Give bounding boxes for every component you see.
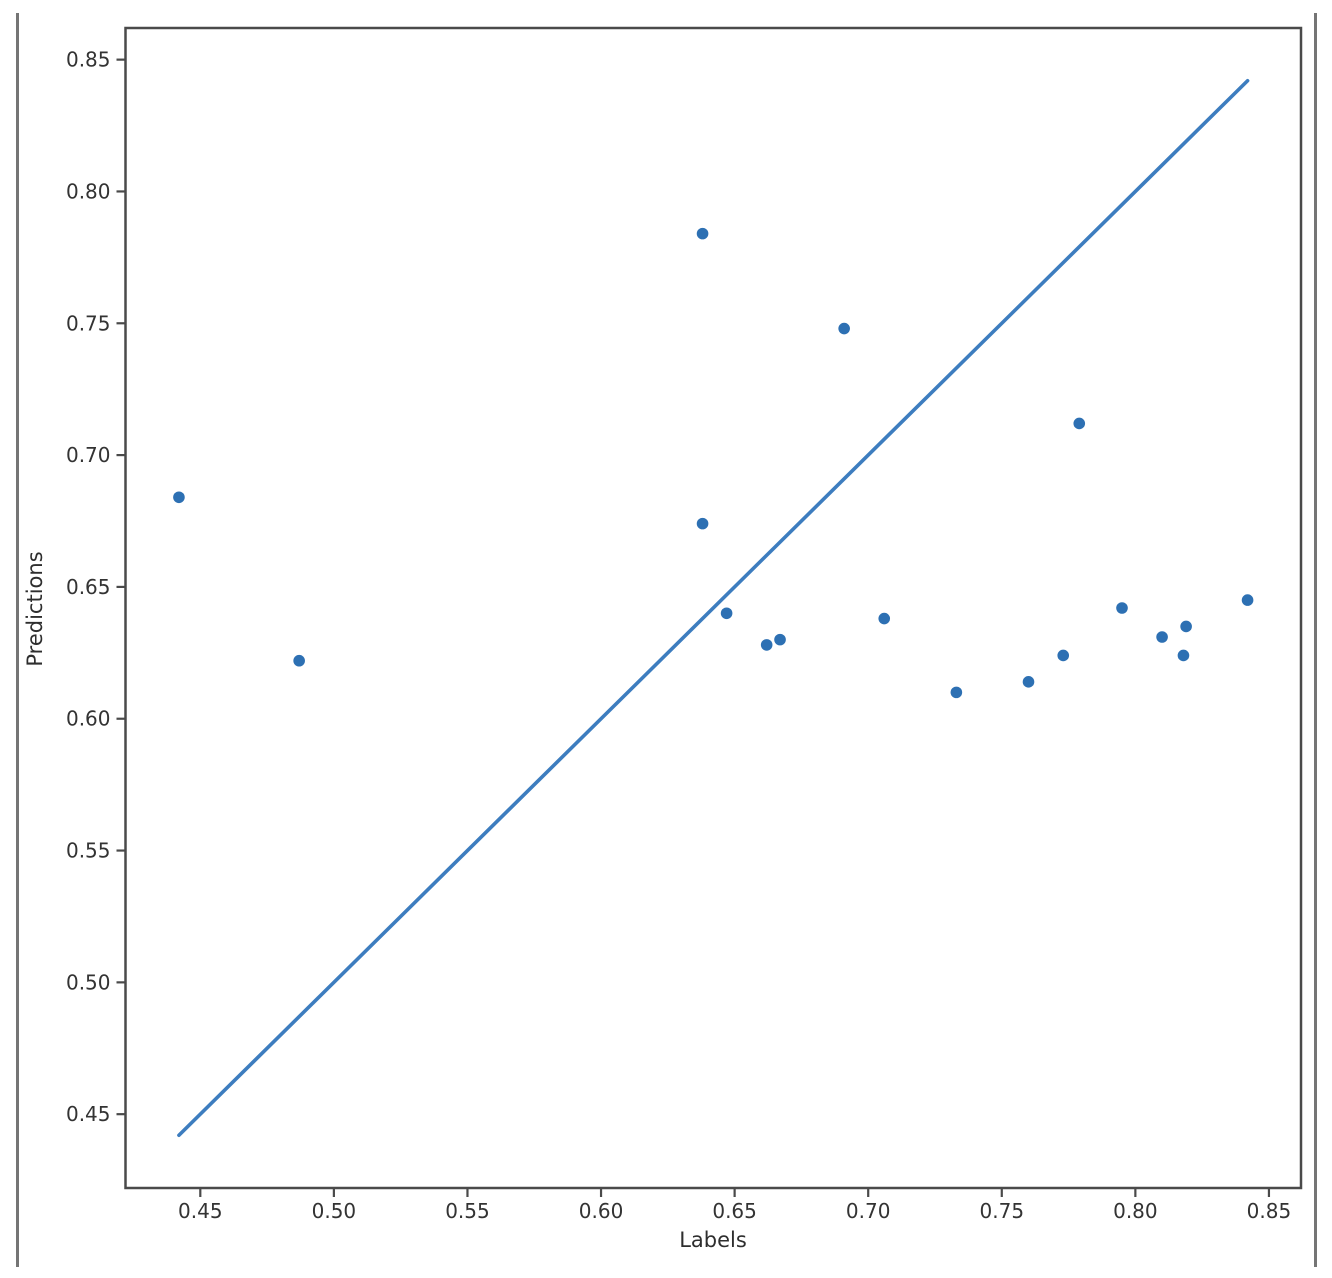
identity-line — [177, 78, 1250, 1138]
y-tick-label: 0.45 — [66, 1102, 111, 1126]
data-point — [1073, 417, 1086, 430]
right-frame-border — [1314, 13, 1317, 1267]
data-point — [1156, 631, 1168, 643]
data-point — [1022, 676, 1035, 688]
x-tick-label: 0.85 — [1247, 1199, 1292, 1223]
y-tick-label: 0.70 — [66, 443, 111, 467]
y-tick-label: 0.65 — [66, 575, 111, 599]
data-point — [696, 227, 709, 240]
plot-generated-layer: 0.45 0.50 0.55 0.60 0.65 0.70 0.75 0.80 0.85 0.45… — [66, 26, 1303, 1223]
data-point — [696, 517, 709, 530]
data-point — [878, 612, 891, 625]
data-point — [720, 607, 733, 620]
x-tick-label: 0.65 — [712, 1199, 757, 1223]
y-tick-label: 0.80 — [66, 179, 111, 203]
data-point — [1057, 649, 1070, 662]
x-axis-label: Labels — [679, 1228, 747, 1252]
data-point — [1116, 602, 1128, 614]
data-point — [173, 491, 185, 504]
data-point — [950, 686, 963, 699]
y-axis-label: Predictions — [23, 551, 47, 666]
data-point — [1241, 594, 1254, 606]
x-tick-label: 0.75 — [980, 1199, 1025, 1223]
y-tick-label: 0.75 — [66, 311, 111, 335]
data-point — [760, 639, 773, 651]
y-tick-label: 0.60 — [66, 707, 111, 731]
data-point — [1180, 620, 1192, 633]
data-point — [293, 654, 305, 667]
plot-spines — [124, 26, 1303, 1190]
data-point — [774, 633, 786, 646]
y-tick-label: 0.55 — [66, 839, 111, 863]
x-tick-label: 0.60 — [579, 1199, 624, 1223]
y-tick-label: 0.85 — [66, 48, 111, 72]
data-point — [1177, 649, 1190, 662]
x-tick-label: 0.50 — [312, 1199, 357, 1223]
x-tick-label: 0.70 — [846, 1199, 891, 1223]
x-tick-label: 0.55 — [445, 1199, 490, 1223]
data-point — [838, 322, 850, 335]
left-frame-border — [16, 13, 19, 1267]
x-tick-label: 0.45 — [178, 1199, 223, 1223]
x-tick-label: 0.80 — [1113, 1199, 1158, 1223]
y-tick-label: 0.50 — [66, 970, 111, 994]
